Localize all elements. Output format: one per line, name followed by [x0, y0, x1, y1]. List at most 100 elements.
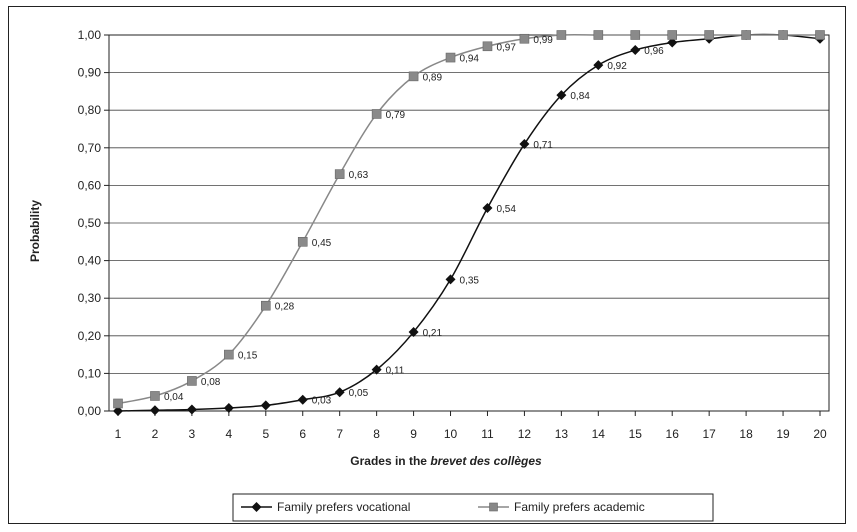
- data-label-academic: 0,79: [386, 110, 406, 121]
- point-academic: [667, 30, 678, 40]
- y-tick-label: 0,90: [78, 66, 102, 80]
- x-tick-label: 19: [776, 427, 790, 441]
- data-label-academic: 0,99: [533, 35, 553, 46]
- data-label-vocational: 0,35: [460, 275, 480, 286]
- point-academic: [482, 41, 493, 52]
- data-label-academic: 0,28: [275, 302, 295, 313]
- point-vocational: [260, 400, 271, 411]
- data-label-academic: 0,15: [238, 351, 258, 362]
- point-academic: [187, 376, 197, 386]
- point-vocational: [667, 37, 678, 48]
- data-label-academic: 0,04: [164, 392, 184, 403]
- data-label-vocational: 0,11: [386, 366, 405, 377]
- point-academic: [778, 30, 788, 40]
- y-tick-labels: 0,00 0,10 0,20 0,30 0,40 0,50 0,60 0,70 0,80 0,90…: [78, 28, 102, 418]
- point-vocational: [630, 45, 641, 56]
- point-vocational: [223, 402, 234, 413]
- legend-box: [232, 493, 714, 522]
- x-tick-label: 5: [262, 427, 269, 441]
- point-academic: [113, 398, 123, 409]
- point-vocational: [334, 387, 345, 398]
- x-tick-label: 18: [739, 427, 753, 441]
- x-axis-title-prefix: Grades in the: [350, 454, 430, 468]
- y-tick-label: 0,40: [78, 254, 102, 268]
- x-tick-label: 15: [629, 427, 643, 441]
- legend-marker-vocational: [251, 502, 262, 512]
- data-label-vocational: 0,92: [607, 61, 627, 72]
- series-line-academic: [117, 33, 820, 405]
- point-academic: [815, 30, 825, 40]
- x-tick-label: 13: [555, 427, 569, 441]
- point-vocational: [519, 139, 530, 150]
- gridlines: [104, 34, 829, 416]
- data-label-vocational: 0,03: [312, 396, 332, 407]
- point-vocational: [113, 406, 123, 416]
- data-labels: 0,03 0,05 0,11 0,21 0,35 0,54 0,71 0,84 0,92 0,96…: [164, 35, 664, 407]
- x-tick-label: 14: [592, 427, 606, 441]
- point-vocational: [408, 327, 419, 338]
- data-label-academic: 0,89: [423, 72, 443, 83]
- plot-area: [108, 34, 830, 412]
- x-axis-title: Grades in the brevet des collèges: [350, 454, 542, 468]
- point-academic: [556, 30, 567, 40]
- x-tick-label: 20: [813, 427, 827, 441]
- point-academic: [408, 71, 419, 82]
- point-vocational: [186, 404, 197, 415]
- data-label-vocational: 0,84: [570, 91, 590, 102]
- data-label-vocational: 0,96: [644, 46, 664, 57]
- x-tick-label: 10: [444, 427, 458, 441]
- y-axis-title: Probability: [28, 200, 42, 262]
- x-tick-label: 6: [299, 427, 306, 441]
- series-line-vocational: [117, 33, 821, 412]
- x-tick-label: 8: [373, 427, 380, 441]
- point-vocational: [593, 60, 604, 71]
- x-tick-label: 16: [666, 427, 680, 441]
- data-label-academic: 0,08: [201, 377, 221, 388]
- series-layer: [113, 30, 825, 416]
- x-tick-label: 1: [115, 427, 122, 441]
- point-academic: [741, 30, 751, 40]
- point-vocational: [445, 274, 456, 285]
- y-tick-label: 0,80: [78, 103, 102, 117]
- legend-marker-academic: [489, 502, 498, 512]
- legend-label-vocational: Family prefers vocational: [277, 500, 410, 514]
- point-academic: [519, 33, 530, 44]
- y-tick-label: 1,00: [78, 28, 102, 42]
- x-tick-label: 4: [225, 427, 232, 441]
- point-academic: [224, 349, 234, 360]
- data-label-academic: 0,63: [349, 170, 369, 181]
- data-label-vocational: 0,05: [349, 388, 369, 399]
- x-tick-label: 2: [152, 427, 159, 441]
- y-tick-label: 0,10: [78, 366, 102, 380]
- point-academic: [150, 391, 160, 401]
- y-tick-label: 0,30: [78, 291, 102, 305]
- point-vocational: [482, 202, 493, 213]
- data-label-academic: 0,45: [312, 238, 332, 249]
- y-tick-label: 0,70: [78, 141, 102, 155]
- point-academic: [371, 109, 382, 119]
- x-tick-label: 17: [702, 427, 716, 441]
- data-label-vocational: 0,54: [496, 204, 516, 215]
- data-label-academic: 0,97: [496, 42, 516, 53]
- y-tick-label: 0,00: [78, 404, 102, 418]
- data-label-academic: 0,94: [460, 54, 480, 65]
- data-label-vocational: 0,71: [533, 140, 553, 151]
- x-tick-label: 9: [410, 427, 417, 441]
- point-academic: [630, 30, 641, 40]
- point-academic: [704, 30, 714, 40]
- x-axis-title-italic: brevet des collèges: [430, 454, 542, 468]
- x-tick-label: 3: [189, 427, 196, 441]
- point-vocational: [149, 405, 160, 416]
- chart-frame: 0,00 0,10 0,20 0,30 0,40 0,50 0,60 0,70 0,80 0,90…: [8, 6, 846, 524]
- point-academic: [297, 237, 308, 247]
- y-tick-label: 0,20: [78, 329, 102, 343]
- data-label-vocational: 0,21: [423, 328, 443, 339]
- y-tick-label: 0,60: [78, 178, 102, 192]
- legend: Family prefers vocational Family prefers…: [232, 493, 714, 522]
- legend-label-academic: Family prefers academic: [514, 500, 645, 514]
- point-vocational: [556, 90, 567, 101]
- point-academic: [334, 169, 345, 179]
- line-chart: 0,00 0,10 0,20 0,30 0,40 0,50 0,60 0,70 0,80 0,90…: [28, 28, 830, 522]
- y-tick-label: 0,50: [78, 216, 102, 230]
- point-vocational: [297, 394, 308, 405]
